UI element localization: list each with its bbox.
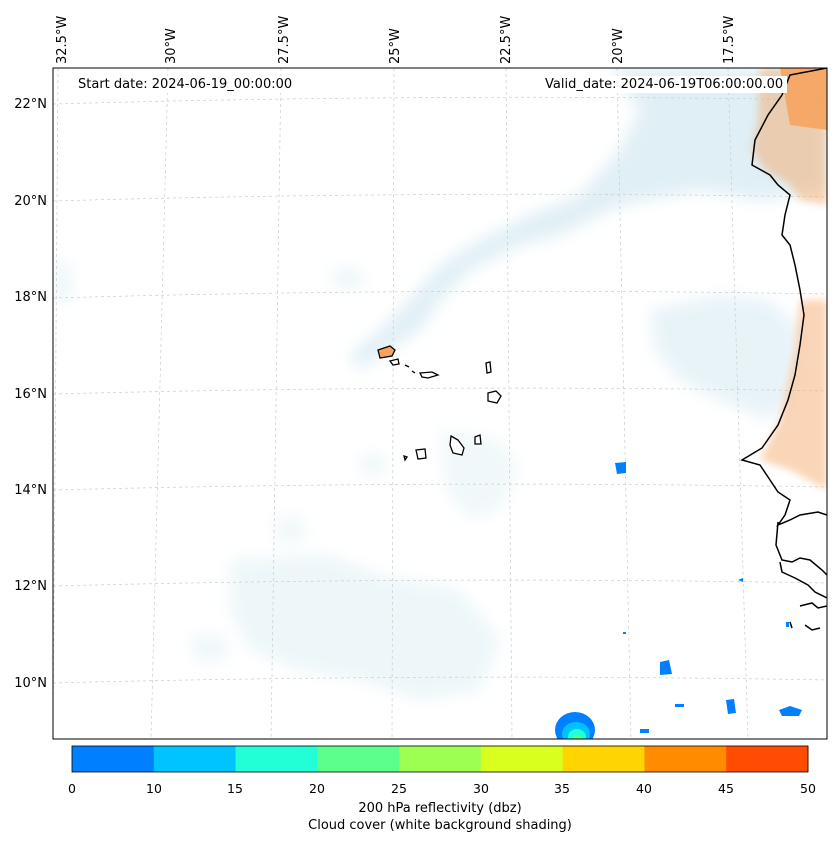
africa-coastline (740, 68, 827, 527)
lon-label-27-5w: 27.5°W (277, 15, 292, 64)
africa-coastline-south (775, 521, 827, 631)
cloud-cover-shading (53, 68, 827, 700)
colorbar-segment (72, 746, 155, 772)
colorbar-segment (399, 746, 482, 772)
lat-label-16n: 16°N (14, 387, 47, 402)
colorbar-segment (726, 746, 809, 772)
lon-label-22-5w: 22.5°W (499, 15, 514, 64)
lon-label-30w: 30°W (164, 28, 179, 64)
lon-label-25w: 25°W (388, 28, 403, 64)
colorbar-tick: 45 (718, 781, 734, 796)
colorbar-tick: 30 (473, 781, 489, 796)
lat-label-18n: 18°N (14, 290, 47, 305)
colorbar-sublabel: Cloud cover (white background shading) (308, 818, 572, 833)
lon-label-32-5w: 32.5°W (55, 15, 70, 64)
lat-label-14n: 14°N (14, 483, 47, 498)
start-date-label: Start date: 2024-06-19_00:00:00 (74, 76, 297, 93)
colorbar-tick: 15 (227, 781, 243, 796)
valid-date-label: Valid_date: 2024-06-19T06:00:00.00 (541, 76, 788, 93)
colorbar-label: 200 hPa reflectivity (dbz) (358, 801, 522, 816)
colorbar-frame (71, 745, 809, 773)
lon-label-20w: 20°W (611, 28, 626, 64)
reflectivity-cells (555, 462, 802, 739)
map-gridlines (53, 68, 827, 739)
colorbar (72, 746, 809, 772)
colorbar-segment (480, 746, 564, 772)
colorbar-segment (235, 746, 318, 772)
lat-label-10n: 10°N (14, 676, 47, 691)
map-frame (52, 67, 828, 740)
lat-label-12n: 12°N (14, 579, 47, 594)
colorbar-tick: 25 (391, 781, 407, 796)
colorbar-segment (644, 746, 727, 772)
lon-label-17-5w: 17.5°W (722, 15, 737, 64)
land-warm-shading (752, 68, 827, 490)
lat-label-20n: 20°N (14, 194, 47, 209)
colorbar-segment (317, 746, 400, 772)
colorbar-tick: 35 (554, 781, 570, 796)
colorbar-tick: 20 (309, 781, 325, 796)
colorbar-tick: 0 (68, 781, 76, 796)
colorbar-tick: 10 (146, 781, 162, 796)
colorbar-segment (153, 746, 237, 772)
colorbar-segment (562, 746, 645, 772)
cape-verde-islands (377, 345, 502, 462)
lat-label-22n: 22°N (14, 97, 47, 112)
colorbar-tick: 40 (636, 781, 652, 796)
colorbar-tick: 50 (800, 781, 816, 796)
